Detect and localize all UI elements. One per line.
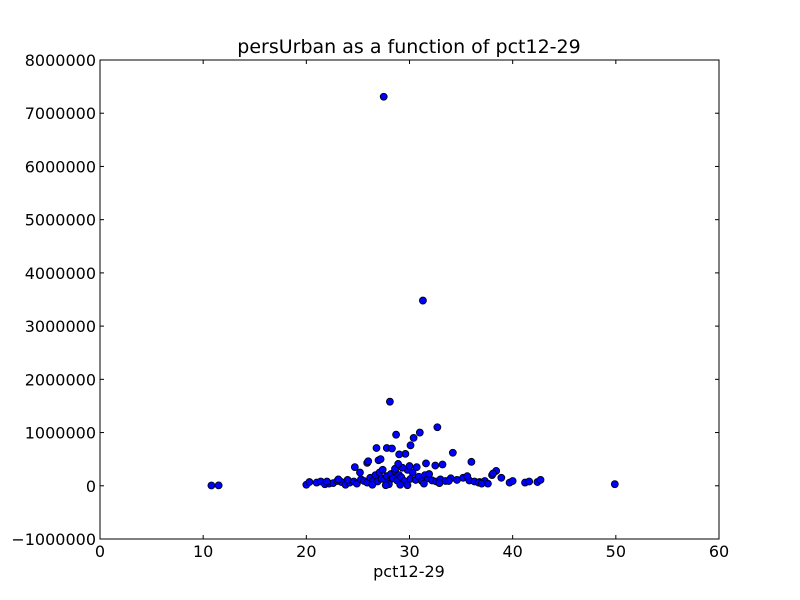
data-point	[610, 480, 619, 489]
data-point	[388, 444, 396, 453]
data-point	[381, 481, 390, 490]
y-tick-labels: −1000000 0 1000000 2000000 3000000 4000000 500…	[11, 51, 96, 549]
x-tick-labels: 0 10 20 30 40 50 60	[95, 542, 729, 561]
data-point	[394, 460, 403, 468]
data-point	[431, 461, 440, 470]
y-tick-label: −1000000	[11, 530, 96, 549]
data-point	[406, 441, 415, 450]
x-tick-label: 40	[502, 542, 522, 561]
data-point	[412, 463, 421, 472]
data-point	[489, 469, 497, 478]
data-point	[207, 481, 216, 490]
data-point	[364, 457, 373, 466]
chart-title: persUrban as a function of pct12-29	[237, 36, 580, 58]
y-tick-label: 0	[86, 477, 96, 496]
data-points	[207, 92, 619, 490]
data-point	[536, 476, 545, 484]
data-point	[214, 481, 223, 490]
data-point	[334, 475, 343, 484]
data-point	[323, 477, 331, 486]
y-tick-label: 1000000	[25, 424, 96, 443]
data-point	[392, 430, 400, 439]
data-point	[376, 455, 385, 464]
data-point	[448, 448, 457, 457]
x-tick-label: 30	[399, 542, 419, 561]
data-point	[396, 480, 405, 489]
data-point	[372, 444, 381, 452]
data-point	[385, 397, 394, 406]
plot-frame	[99, 59, 720, 540]
data-point	[379, 92, 388, 101]
data-point	[435, 479, 444, 488]
x-axis-label: pct12-29	[373, 562, 445, 581]
data-point	[415, 428, 424, 437]
x-tick-label: 50	[606, 542, 626, 561]
data-point	[405, 462, 414, 470]
x-tick-label: 20	[296, 542, 316, 561]
data-point	[350, 463, 359, 472]
data-point	[477, 479, 486, 488]
data-point	[422, 459, 430, 468]
data-point	[395, 450, 404, 459]
data-point	[408, 468, 417, 477]
y-tick-label: 2000000	[25, 370, 96, 389]
data-point	[438, 460, 447, 469]
y-tick-label: 7000000	[25, 104, 96, 123]
data-point	[463, 472, 472, 481]
data-point	[343, 476, 352, 484]
data-point	[409, 433, 418, 442]
data-point	[425, 470, 434, 478]
data-point	[433, 423, 442, 432]
y-tick-label: 4000000	[25, 264, 96, 283]
data-point	[305, 478, 314, 486]
x-tick-label: 60	[709, 542, 729, 561]
x-tick-label: 0	[95, 542, 105, 561]
data-point	[420, 479, 428, 488]
data-point	[508, 477, 517, 485]
data-point	[403, 481, 412, 490]
x-tick-label: 10	[193, 542, 213, 561]
data-point	[467, 457, 476, 466]
data-point	[368, 480, 377, 489]
data-point	[525, 477, 534, 486]
data-point	[378, 465, 387, 474]
y-tick-label: 5000000	[25, 211, 96, 230]
y-tick-label: 8000000	[25, 51, 96, 70]
y-tick-label: 6000000	[25, 157, 96, 176]
data-point	[497, 473, 506, 482]
y-tick-label: 3000000	[25, 317, 96, 336]
data-point	[444, 477, 453, 485]
data-point	[356, 468, 364, 477]
data-point	[419, 296, 427, 305]
